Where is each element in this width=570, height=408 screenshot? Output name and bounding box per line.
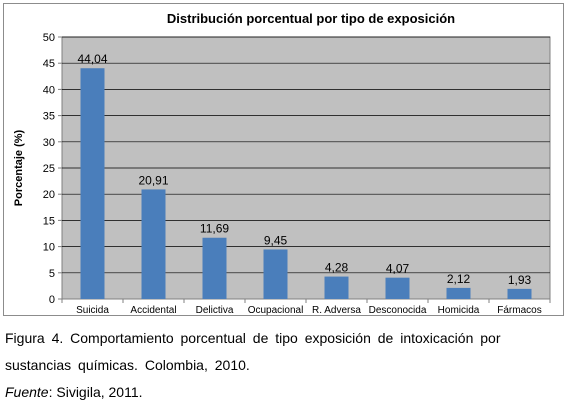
chart-title: Distribución porcentual por tipo de expo…: [167, 11, 455, 26]
data-label: 9,45: [264, 233, 288, 247]
x-tick-label: Desconocida: [369, 305, 427, 316]
x-tick-label: Ocupacional: [248, 305, 304, 316]
bar: [385, 277, 410, 299]
x-tick-label: Fármacos: [497, 305, 541, 316]
bar: [80, 68, 105, 299]
y-tick-label: 40: [43, 84, 55, 96]
source-label: Fuente: [5, 384, 49, 400]
bar: [141, 189, 166, 299]
y-tick-label: 0: [49, 294, 55, 306]
x-tick-label: Homicida: [438, 305, 480, 316]
y-tick-label: 25: [43, 163, 55, 175]
y-tick-label: 35: [43, 111, 55, 123]
source-text: : Sivigila, 2011.: [48, 384, 143, 400]
y-tick-label: 20: [43, 189, 55, 201]
bar: [446, 287, 471, 299]
y-tick-label: 30: [43, 137, 55, 149]
x-tick-label: Suicida: [76, 305, 109, 316]
y-tick-label: 10: [43, 242, 55, 254]
figure-source: Fuente: Sivigila, 2011.: [5, 384, 143, 400]
bar-chart: Distribución porcentual por tipo de expo…: [13, 11, 551, 316]
figure-caption-line2: sustancias químicas. Colombia, 2010.: [5, 357, 250, 373]
bar: [263, 249, 288, 299]
data-label: 20,91: [138, 173, 168, 187]
y-tick-label: 5: [49, 268, 55, 280]
y-axis-label: Porcentaje (%): [13, 129, 25, 206]
x-tick-label: Delictiva: [196, 305, 234, 316]
figure-caption-line1: Figura 4. Comportamiento porcentual de t…: [5, 330, 501, 346]
data-label: 4,28: [325, 261, 349, 275]
data-label: 4,07: [386, 262, 410, 276]
data-label: 1,93: [508, 273, 532, 287]
y-tick-label: 45: [43, 58, 55, 70]
x-tick-label: R. Adversa: [312, 305, 361, 316]
data-label: 2,12: [447, 272, 471, 286]
y-tick-label: 50: [43, 32, 55, 44]
y-tick-label: 15: [43, 215, 55, 227]
bar: [324, 276, 349, 299]
chart-frame: Distribución porcentual por tipo de expo…: [3, 3, 564, 316]
data-label: 44,04: [77, 52, 107, 66]
x-tick-label: Accidental: [130, 305, 176, 316]
bar: [202, 237, 227, 299]
data-label: 11,69: [200, 222, 229, 236]
bar: [507, 288, 532, 299]
